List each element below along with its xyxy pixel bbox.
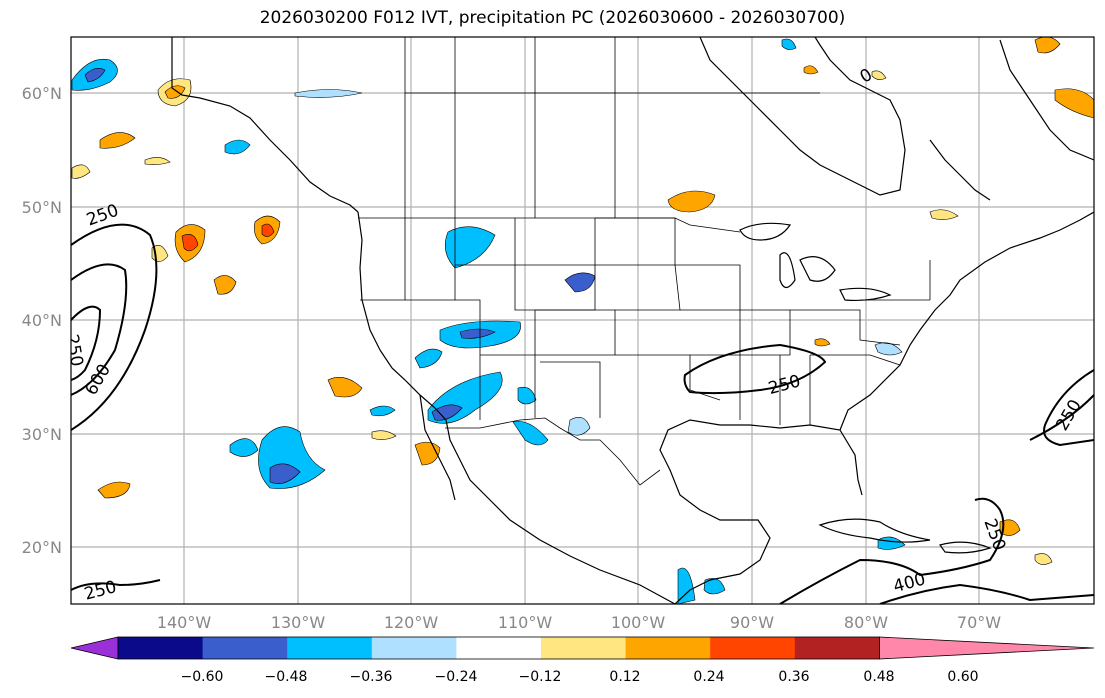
colorbar-segment xyxy=(287,637,373,659)
contour-label: 250 xyxy=(61,333,86,368)
colorbar-tick-label: −0.60 xyxy=(181,669,224,685)
lon-label-70w: 70°W xyxy=(957,613,1001,632)
colorbar-tick-label: 0.48 xyxy=(863,669,894,685)
map-frame xyxy=(70,36,1095,605)
colorbar-tick-label: −0.48 xyxy=(265,669,308,685)
political-borders xyxy=(358,37,931,486)
lat-label-40n: 40°N xyxy=(22,311,62,330)
latitude-labels: 60°N 50°N 40°N 30°N 20°N xyxy=(22,84,62,557)
colorbar-tick-label: 0.60 xyxy=(947,669,978,685)
lat-label-50n: 50°N xyxy=(22,198,62,217)
colorbar-segment xyxy=(710,637,796,659)
colorbar-segment xyxy=(118,637,204,659)
map-title: 2026030200 F012 IVT, precipitation PC (2… xyxy=(259,8,846,28)
map-plot-area: 250 250 600 250 250 250 400 250 0 xyxy=(61,37,1094,604)
ivt-contours xyxy=(71,223,1094,604)
lat-label-60n: 60°N xyxy=(22,84,62,103)
precip-negative-areas xyxy=(71,38,906,604)
coastlines xyxy=(171,37,1094,604)
colorbar-tick-labels: −0.60 −0.48 −0.36 −0.24 −0.12 0.12 0.24 … xyxy=(181,669,979,685)
lon-label-80w: 80°W xyxy=(844,613,888,632)
colorbar-tick-label: 0.12 xyxy=(609,669,640,685)
lon-label-110w: 110°W xyxy=(498,613,553,632)
lon-label-100w: 100°W xyxy=(611,613,666,632)
colorbar-segment xyxy=(794,637,880,659)
colorbar-tick-label: −0.12 xyxy=(519,669,562,685)
colorbar-segment xyxy=(541,637,627,659)
lon-label-140w: 140°W xyxy=(157,613,212,632)
colorbar-extend-max xyxy=(879,636,1095,660)
colorbar-border xyxy=(117,636,880,660)
colorbar-tick-label: −0.24 xyxy=(435,669,478,685)
colorbar-segment xyxy=(456,637,542,659)
lat-label-30n: 30°N xyxy=(22,425,62,444)
longitude-labels: 140°W 130°W 120°W 110°W 100°W 90°W 80°W … xyxy=(157,613,1001,632)
colorbar-segment xyxy=(202,637,288,659)
colorbar-tick-label: 0.36 xyxy=(778,669,809,685)
lat-label-20n: 20°N xyxy=(22,538,62,557)
lon-label-90w: 90°W xyxy=(730,613,774,632)
colorbar-tick-label: −0.36 xyxy=(350,669,393,685)
colorbar-tick-label: 0.24 xyxy=(693,669,724,685)
colorbar-extend-min xyxy=(70,636,119,660)
colorbar-segment xyxy=(625,637,711,659)
colorbar xyxy=(70,636,1095,660)
lon-label-130w: 130°W xyxy=(271,613,326,632)
lon-label-120w: 120°W xyxy=(384,613,439,632)
colorbar-segment xyxy=(371,637,457,659)
